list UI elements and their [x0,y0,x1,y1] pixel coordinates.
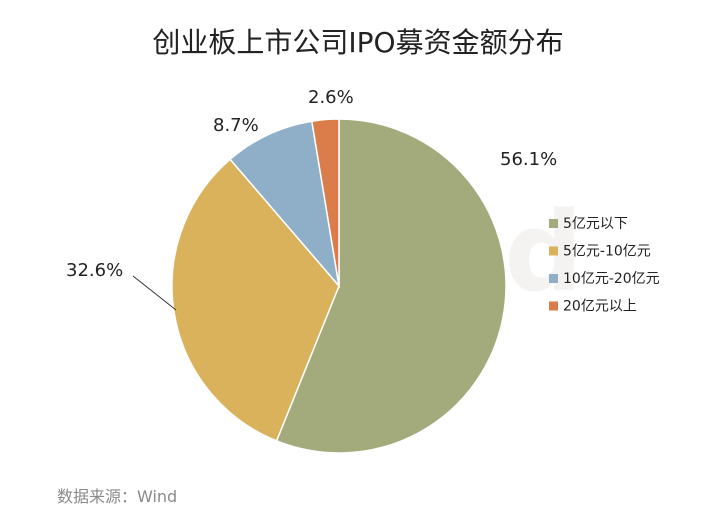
legend-label-4: 20亿元以上 [563,299,637,315]
pie-slice-4 [310,118,340,287]
legend-label-3: 10亿元-20亿元 [563,271,660,287]
slice-labels: 56.1% 32.6% 8.7% 2.6% [66,87,557,311]
data-label-2: 32.6% [66,260,123,281]
pie-slice-3 [229,120,341,289]
legend-label-1: 5亿元以下 [563,216,628,232]
pie-slices [171,118,507,454]
legend: 5亿元以下 5亿元-10亿元 10亿元-20亿元 20亿元以上 [549,216,660,315]
legend-swatch-2 [549,246,558,256]
pie-slice-1 [275,118,507,454]
leader-line-2 [132,275,177,311]
legend-swatch-1 [549,219,558,228]
pie-slice-2 [171,158,340,442]
data-label-1: 56.1% [500,149,557,170]
data-label-4: 2.6% [308,87,354,108]
legend-swatch-3 [549,274,558,283]
source-note: 数据来源：Wind [57,487,177,506]
data-label-3: 8.7% [213,115,259,136]
chart-title: 创业板上市公司IPO募资金额分布 [152,26,563,59]
legend-label-2: 5亿元-10亿元 [563,244,651,260]
legend-swatch-4 [549,301,558,311]
